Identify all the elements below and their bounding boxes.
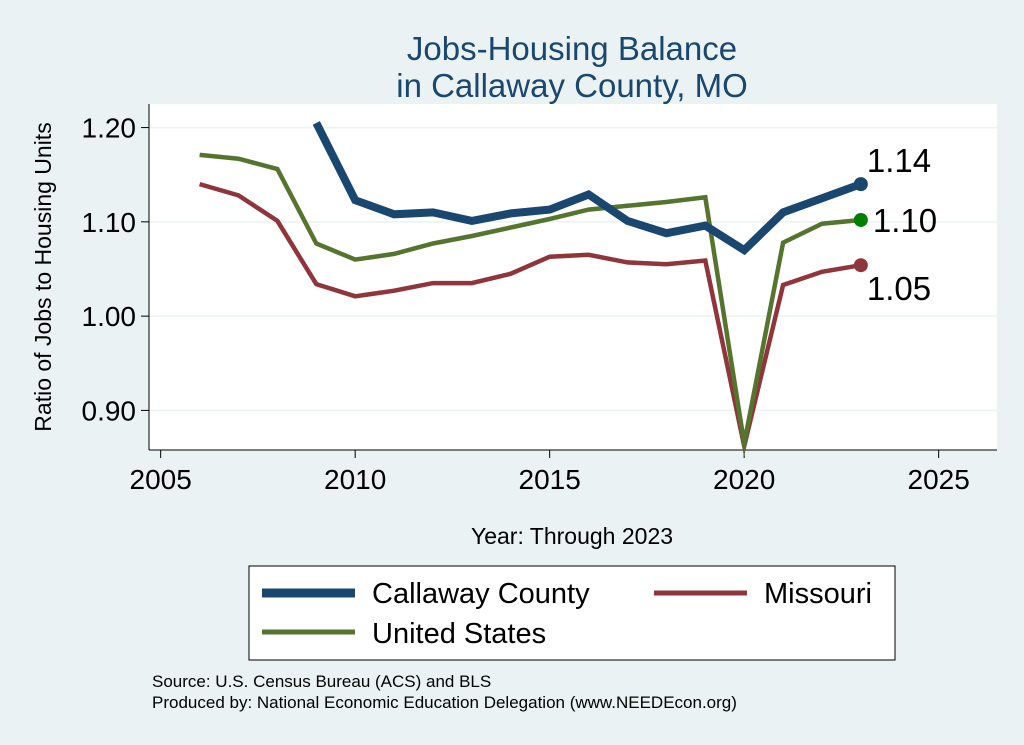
y-axis-label: Ratio of Jobs to Housing Units [30, 122, 56, 431]
end-label-callaway: 1.14 [867, 142, 931, 179]
x-tick-label: 2005 [130, 464, 192, 495]
x-axis: 2005 2010 2015 2020 2025 [130, 449, 997, 495]
x-tick-label: 2025 [908, 464, 970, 495]
x-axis-label: Year: Through 2023 [471, 523, 673, 549]
series-line-us [199, 152, 862, 457]
legend: Callaway County Missouri United States [248, 565, 896, 661]
end-labels: 1.05 1.10 1.14 [867, 142, 937, 307]
legend-label-us: United States [372, 618, 546, 650]
chart-title-line-2: in Callaway County, MO [396, 67, 748, 104]
y-tick-label: 0.90 [82, 395, 137, 426]
legend-label-callaway: Callaway County [372, 578, 590, 610]
end-marker-missouri [853, 258, 868, 273]
end-label-us: 1.10 [873, 202, 937, 239]
x-tick-label: 2015 [519, 464, 581, 495]
legend-box [248, 565, 896, 661]
produced-note: Produced by: National Economic Education… [152, 693, 737, 712]
end-marker-callaway [853, 177, 868, 192]
x-tick-label: 2010 [324, 464, 386, 495]
series-line-callaway [312, 121, 863, 256]
x-tick-label: 2020 [713, 464, 775, 495]
end-label-missouri: 1.05 [867, 270, 931, 307]
end-markers [853, 177, 868, 273]
y-axis: 0.90 1.00 1.10 1.20 [82, 104, 150, 450]
source-note: Source: U.S. Census Bureau (ACS) and BLS [152, 672, 491, 691]
plot-area [149, 104, 997, 450]
legend-label-missouri: Missouri [764, 578, 872, 610]
series-lines [198, 121, 863, 457]
chart-title-line-1: Jobs-Housing Balance [407, 30, 737, 67]
y-tick-label: 1.20 [82, 113, 137, 144]
end-marker-us [853, 212, 868, 227]
y-tick-label: 1.10 [82, 207, 137, 238]
y-tick-label: 1.00 [82, 301, 137, 332]
